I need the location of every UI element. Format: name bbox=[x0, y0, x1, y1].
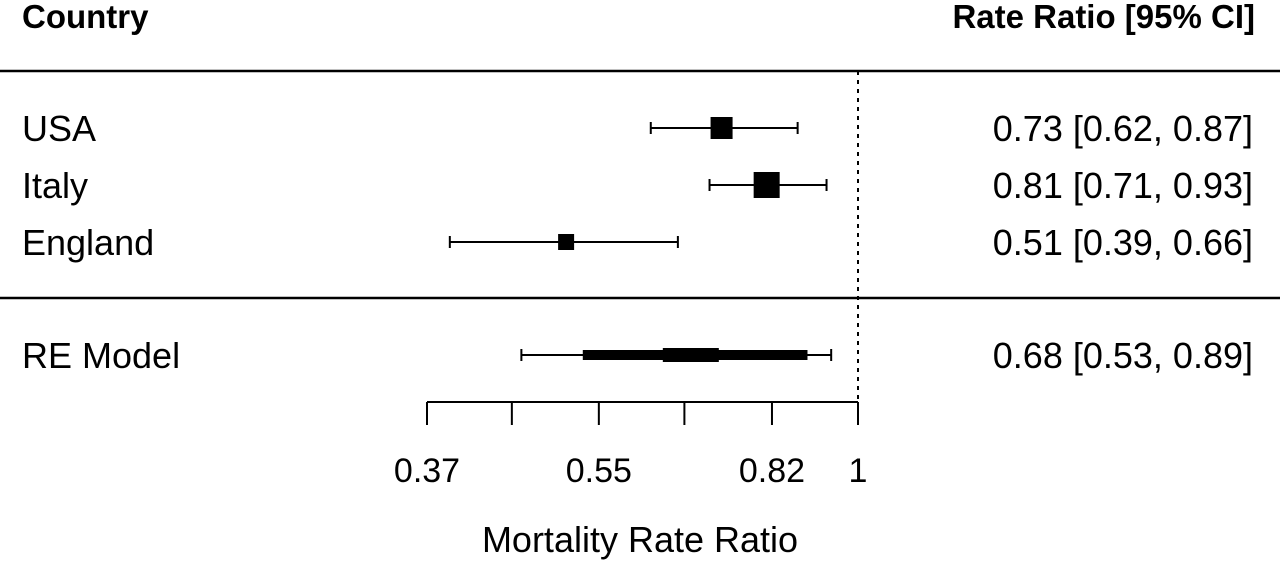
summary-estimate bbox=[662, 348, 719, 362]
rate-ratio-england: 0.51 [0.39, 0.66] bbox=[993, 222, 1253, 263]
rate-ratio-italy: 0.81 [0.71, 0.93] bbox=[993, 165, 1253, 206]
study-label-usa: USA bbox=[22, 108, 96, 149]
plot-marks: USA 0.73 [0.62, 0.87] Italy 0.81 [0.71, 0.9… bbox=[22, 108, 1253, 490]
header-country: Country bbox=[22, 0, 149, 35]
study-label-england: England bbox=[22, 222, 154, 263]
study-label-italy: Italy bbox=[22, 165, 88, 206]
x-tick-label-2: 0.55 bbox=[566, 452, 632, 490]
summary-rate-ratio: 0.68 [0.53, 0.89] bbox=[993, 335, 1253, 376]
point-estimate-england bbox=[558, 234, 575, 250]
summary-label: RE Model bbox=[22, 335, 180, 376]
point-estimate-italy bbox=[753, 172, 780, 198]
header-rate-ratio: Rate Ratio [95% CI] bbox=[952, 0, 1255, 35]
x-tick-label-4: 0.82 bbox=[739, 452, 805, 490]
x-tick-label-0: 0.37 bbox=[394, 452, 460, 490]
x-tick-label-5: 1 bbox=[849, 452, 868, 490]
point-estimate-usa bbox=[710, 117, 733, 139]
x-axis-label: Mortality Rate Ratio bbox=[482, 519, 798, 560]
rate-ratio-usa: 0.73 [0.62, 0.87] bbox=[993, 108, 1253, 149]
